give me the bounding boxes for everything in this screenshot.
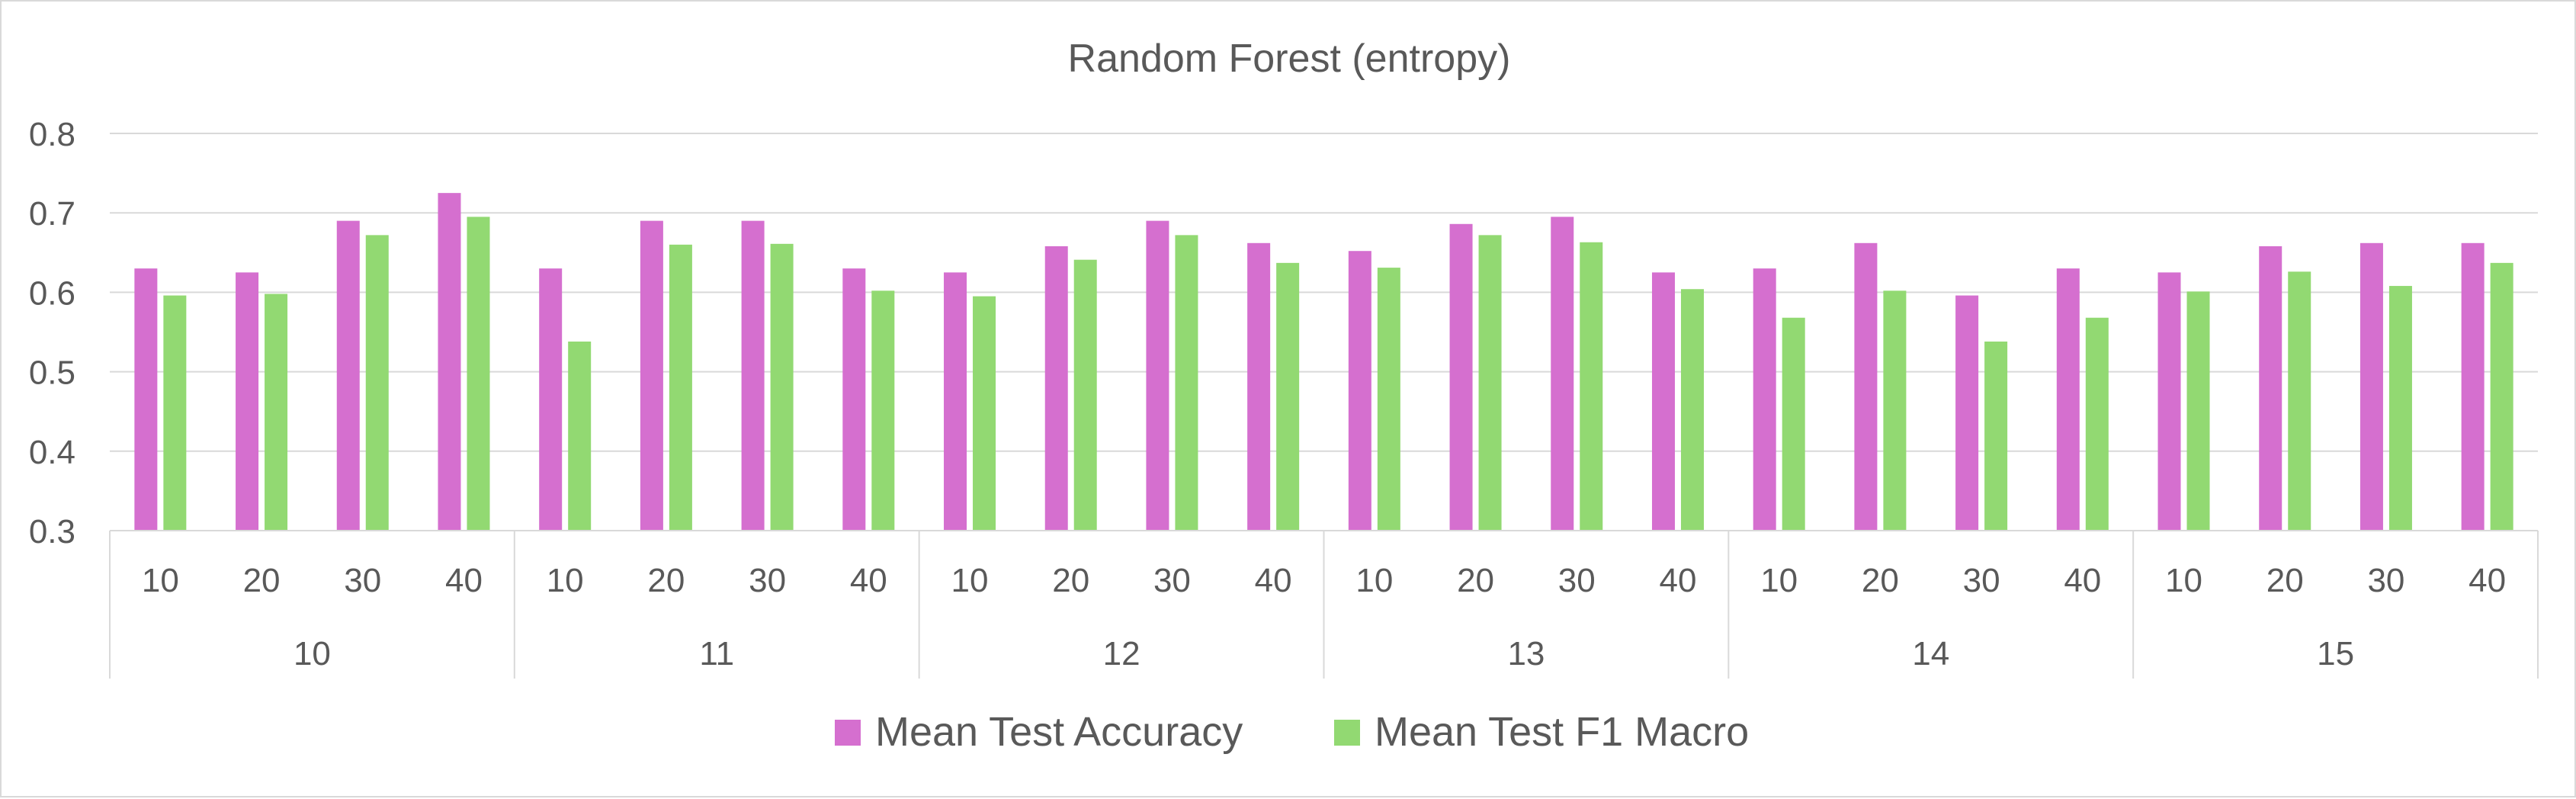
y-tick-label: 0.3 [29,513,75,550]
bar-accuracy [2056,268,2080,531]
x-group-label: 10 [294,635,331,672]
x-tick-label: 10 [951,562,989,599]
bar-accuracy [236,272,259,531]
bar-f1-macro [1782,317,1805,531]
chart-title: Random Forest (entropy) [1068,37,1511,81]
bar-f1-macro [1680,289,1704,531]
x-tick-label: 10 [547,562,584,599]
legend-label-accuracy: Mean Test Accuracy [875,709,1243,755]
x-tick-label: 20 [1052,562,1089,599]
bar-accuracy [842,268,866,531]
x-group-label: 12 [1103,635,1140,672]
bar-accuracy [336,220,360,531]
bar-accuracy [1854,242,1878,531]
bar-f1-macro [973,296,996,531]
bar-f1-macro [2490,262,2513,531]
x-tick-label: 30 [1153,562,1191,599]
bars [134,193,2513,531]
x-group-label: 13 [1507,635,1545,672]
x-tick-label: 20 [647,562,685,599]
bar-accuracy [1348,251,1371,531]
legend-label-f1-macro: Mean Test F1 Macro [1375,709,1749,755]
bar-accuracy [1551,217,1574,531]
bar-f1-macro [1984,342,2008,531]
x-tick-label: 30 [1963,562,2000,599]
x-group-label: 15 [2317,635,2354,672]
bar-accuracy [539,268,563,531]
bar-f1-macro [1580,242,1603,531]
bar-f1-macro [2186,291,2210,531]
bar-f1-macro [467,217,490,531]
x-axis: 10 20 30 40 10 10 20 30 40 11 10 20 30 40 12 10 20 30 40 13… [109,530,2539,679]
bar-accuracy [1955,295,1979,531]
x-tick-label: 40 [445,562,483,599]
x-tick-label: 30 [1558,562,1596,599]
x-tick-label: 20 [243,562,281,599]
x-tick-label: 30 [749,562,786,599]
bar-f1-macro [265,294,288,531]
bar-accuracy [741,220,765,531]
y-tick-label: 0.7 [29,195,75,233]
bar-accuracy [944,272,967,531]
y-tick-label: 0.6 [29,274,75,312]
legend-swatch-f1-macro [1334,720,1360,746]
bar-f1-macro [1883,290,1907,531]
bar-accuracy [1753,268,1776,531]
bar-f1-macro [2288,271,2311,531]
x-tick-label: 30 [2367,562,2404,599]
x-tick-label: 40 [850,562,887,599]
bar-f1-macro [163,295,187,531]
bar-accuracy [1146,220,1169,531]
bar-f1-macro [1377,268,1400,531]
bar-accuracy [1651,272,1675,531]
x-group-label: 11 [699,635,734,672]
bar-accuracy [2259,245,2282,531]
bar-f1-macro [2085,317,2109,531]
bar-accuracy [134,268,158,531]
y-tick-label: 0.5 [29,355,75,392]
x-tick-label: 40 [1255,562,1292,599]
legend: Mean Test Accuracy Mean Test F1 Macro [835,709,1749,755]
bar-f1-macro [1478,235,1502,531]
bar-f1-macro [871,290,895,531]
x-group-label: 14 [1912,635,1949,672]
y-tick-label: 0.8 [29,116,75,153]
x-tick-label: 20 [2266,562,2304,599]
y-axis-tick-labels: 0.3 0.4 0.5 0.6 0.7 0.8 [29,116,75,550]
bar-f1-macro [1276,262,1300,531]
bar-f1-macro [669,244,692,531]
x-tick-label: 20 [1862,562,1899,599]
bar-f1-macro [1073,259,1097,531]
bar-accuracy [1449,223,1473,531]
x-tick-label: 40 [2469,562,2506,599]
bar-f1-macro [770,243,794,531]
bar-accuracy [2461,242,2485,531]
bar-accuracy [2157,272,2181,531]
x-tick-label: 10 [142,562,179,599]
bar-f1-macro [365,235,389,531]
bar-accuracy [2359,242,2383,531]
bar-f1-macro [2388,286,2412,531]
x-tick-label: 10 [2165,562,2202,599]
bar-accuracy [1044,245,1068,531]
x-tick-label: 10 [1760,562,1798,599]
bar-accuracy [640,220,663,531]
x-tick-label: 30 [344,562,381,599]
bar-accuracy [438,193,461,531]
gridlines [110,133,2538,452]
bar-accuracy [1247,242,1271,531]
bar-f1-macro [568,342,592,531]
x-tick-label: 20 [1457,562,1494,599]
y-tick-label: 0.4 [29,434,75,471]
bar-f1-macro [1175,235,1198,531]
x-tick-label: 40 [1660,562,1697,599]
x-tick-label: 40 [2064,562,2101,599]
legend-swatch-accuracy [835,720,861,746]
x-tick-label: 10 [1355,562,1393,599]
